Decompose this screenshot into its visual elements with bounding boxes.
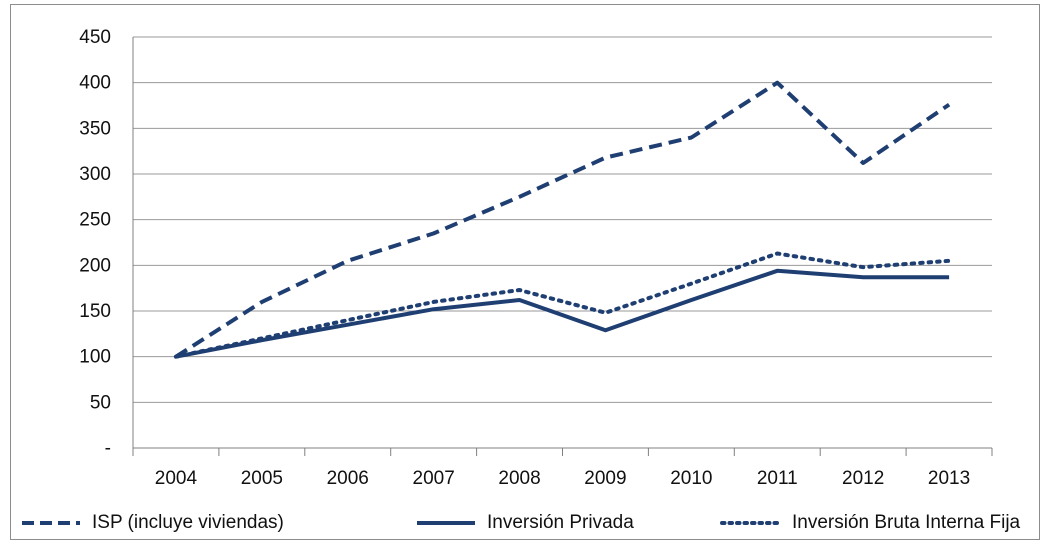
x-tick-label: 2006 — [327, 468, 369, 489]
y-tick-label: 400 — [79, 73, 111, 94]
legend-swatch-dashed — [22, 521, 80, 525]
chart-frame — [10, 4, 1040, 540]
legend-item-inversion-bruta: Inversión Bruta Interna Fija — [720, 508, 1020, 538]
x-tick-label: 2013 — [928, 468, 970, 489]
x-tick-label: 2007 — [413, 468, 455, 489]
x-tick-label: 2011 — [757, 468, 798, 489]
y-tick-label: 200 — [79, 255, 111, 276]
legend-item-inversion-privada: Inversión Privada — [415, 508, 634, 538]
legend-swatch-solid — [417, 521, 475, 525]
y-tick-label: 50 — [90, 392, 111, 413]
series-line-dashed — [174, 80, 951, 359]
x-tick-label: 2008 — [498, 468, 540, 489]
y-tick-label: 100 — [79, 347, 111, 368]
legend-label: ISP (incluye viviendas) — [92, 512, 284, 533]
y-tick-label: 150 — [79, 301, 111, 322]
series-line-solid — [175, 268, 950, 359]
axes — [132, 37, 993, 456]
series-lines — [173, 80, 952, 359]
x-tick-labels: 2004 2005 2006 2007 2008 2009 2010 2011 2012 2013 — [155, 468, 970, 489]
legend-item-isp: ISP (incluye viviendas) — [20, 508, 284, 538]
y-tick-label: - — [105, 438, 111, 459]
legend-swatch-dotted — [720, 521, 782, 525]
x-tick-label: 2005 — [241, 468, 283, 489]
legend-label: Inversión Bruta Interna Fija — [792, 512, 1021, 533]
x-tick-label: 2004 — [155, 468, 198, 489]
x-tick-label: 2012 — [842, 468, 884, 489]
y-tick-label: 300 — [79, 164, 111, 185]
y-tick-label: 250 — [79, 210, 111, 231]
x-tick-label: 2009 — [584, 468, 626, 489]
y-tick-label: 350 — [79, 118, 111, 139]
gridlines — [133, 36, 992, 403]
series-line-dotted — [173, 251, 952, 359]
legend: ISP (incluye viviendas) Inversión Privad… — [20, 508, 1040, 538]
y-tick-label: 450 — [79, 27, 111, 48]
x-tick-label: 2010 — [670, 468, 712, 489]
y-tick-labels: - 50 100 150 200 250 300 350 400 450 — [79, 27, 111, 459]
legend-label: Inversión Privada — [487, 512, 634, 533]
